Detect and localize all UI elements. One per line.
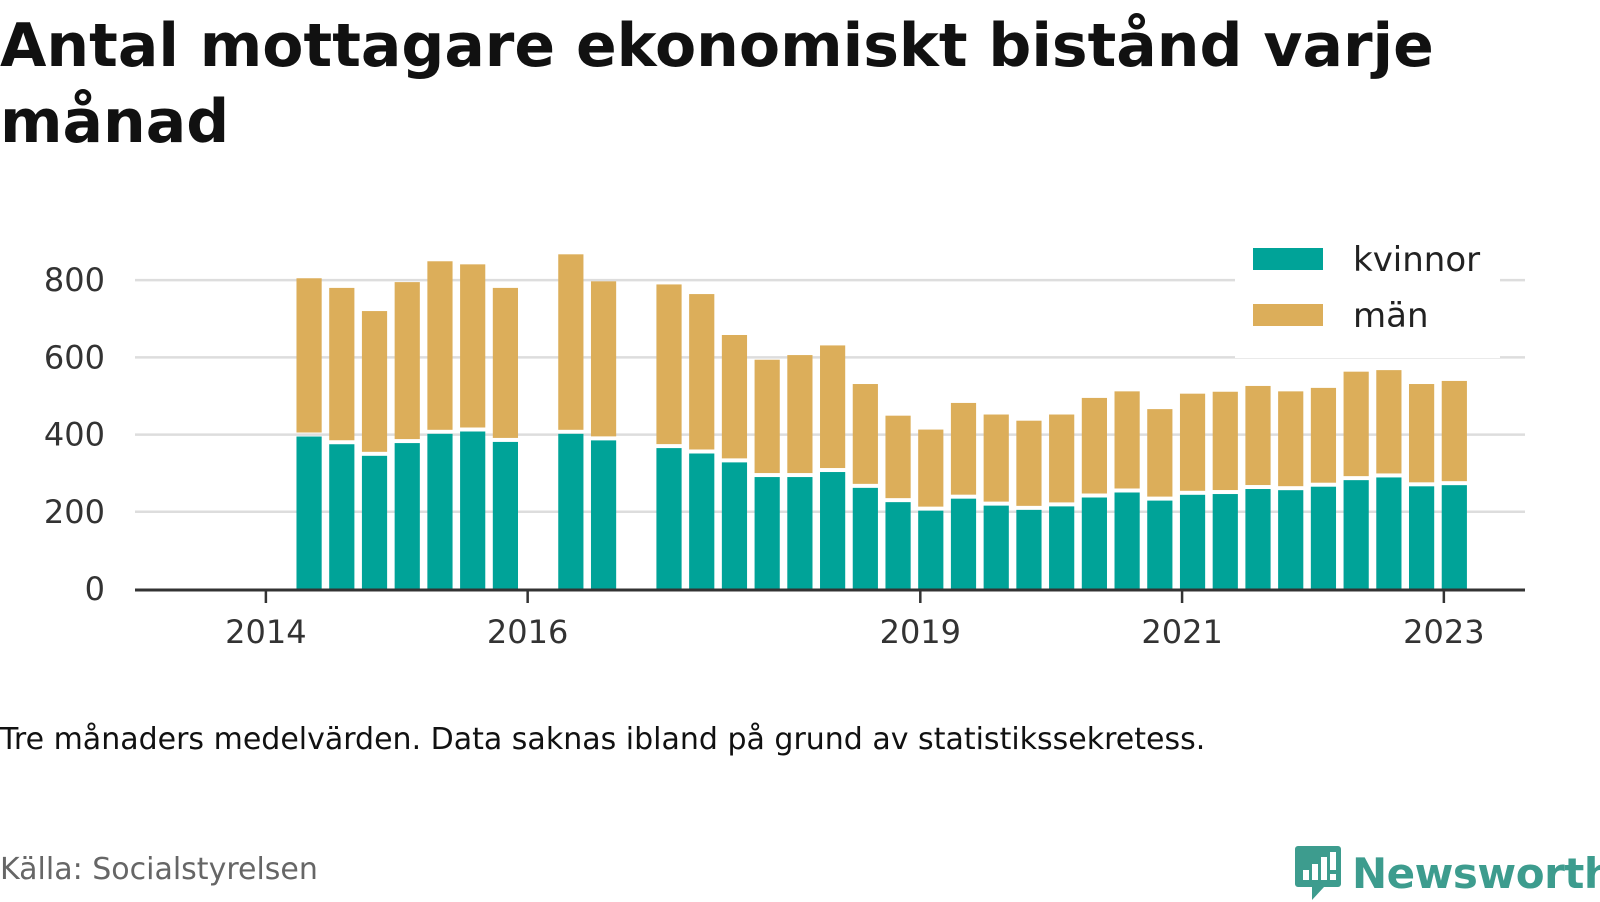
bar-man: [1081, 397, 1107, 494]
bar-kvinnor: [983, 505, 1009, 589]
bar-kvinnor: [918, 510, 944, 589]
bar-man: [1147, 409, 1173, 497]
bar-kvinnor: [1409, 486, 1435, 589]
bar-man: [1179, 393, 1206, 491]
bar-kvinnor: [852, 487, 878, 589]
bar-kvinnor: [590, 440, 617, 589]
bar-man: [1409, 384, 1435, 483]
bars: [296, 254, 1467, 589]
bar-man: [656, 284, 682, 445]
bar-man: [852, 384, 878, 484]
bar-man: [427, 261, 453, 430]
bar-kvinnor: [721, 462, 748, 589]
legend-swatch-man: [1253, 304, 1323, 326]
legend-label-kvinnor: kvinnor: [1353, 240, 1480, 280]
bar-man: [394, 282, 420, 440]
newsworthy-logo: Newsworthy: [1294, 844, 1600, 902]
bar-man: [1212, 391, 1238, 491]
bar-kvinnor: [1016, 509, 1042, 589]
x-axis: 2014 2016 2019 2021 2023: [135, 588, 1525, 651]
x-tick-label: 2014: [225, 613, 306, 651]
bar-man: [361, 311, 388, 452]
bar-man: [590, 281, 617, 437]
bar-kvinnor: [950, 498, 977, 589]
bar-man: [1278, 391, 1304, 487]
bar-man: [460, 264, 486, 428]
y-tick-label: 400: [44, 416, 105, 454]
y-tick-label: 600: [44, 338, 105, 376]
bar-kvinnor: [885, 502, 911, 589]
bar-man: [1343, 371, 1369, 477]
x-tick-label: 2016: [487, 613, 568, 651]
bar-man: [1114, 391, 1140, 489]
bar-kvinnor: [1081, 497, 1107, 589]
x-tick-label: 2019: [880, 613, 961, 651]
bar-man: [296, 278, 322, 433]
bar-kvinnor: [689, 453, 715, 589]
bar-kvinnor: [492, 441, 519, 589]
bar-kvinnor: [1343, 480, 1369, 589]
bar-kvinnor: [820, 472, 846, 589]
legend-swatch-kvinnor: [1253, 248, 1323, 270]
bar-kvinnor: [1310, 486, 1337, 589]
newsworthy-logo-icon: [1295, 846, 1341, 900]
bar-kvinnor: [460, 431, 486, 589]
bar-kvinnor: [1147, 500, 1173, 589]
bar-kvinnor: [329, 444, 355, 589]
bar-man: [983, 414, 1009, 502]
bar-kvinnor: [787, 477, 813, 589]
source-credit: Källa: Socialstyrelsen: [0, 852, 318, 887]
bar-man: [329, 287, 355, 441]
bar-man: [820, 345, 846, 469]
bar-man: [721, 334, 748, 459]
bar-man: [754, 359, 780, 474]
bar-kvinnor: [1245, 489, 1271, 589]
bar-kvinnor: [754, 477, 780, 589]
bar-man: [918, 429, 944, 507]
bar-kvinnor: [1049, 506, 1075, 589]
bar-kvinnor: [1376, 477, 1402, 589]
bar-man: [558, 254, 584, 430]
bar-kvinnor: [1441, 485, 1467, 589]
bar-kvinnor: [656, 448, 682, 589]
bar-man: [885, 415, 911, 499]
bar-kvinnor: [1114, 492, 1140, 589]
bar-man: [1049, 414, 1075, 503]
bar-man: [787, 355, 813, 474]
bar-man: [1441, 380, 1467, 482]
bar-kvinnor: [1278, 490, 1304, 589]
bar-kvinnor: [1179, 494, 1206, 589]
x-tick-label: 2021: [1141, 613, 1222, 651]
bar-kvinnor: [361, 455, 388, 589]
bar-kvinnor: [1212, 494, 1238, 589]
y-tick-label: 800: [44, 261, 105, 299]
bar-kvinnor: [296, 436, 322, 589]
bar-kvinnor: [558, 433, 584, 589]
bar-man: [689, 294, 715, 450]
bar-man: [1310, 387, 1337, 483]
y-tick-label: 200: [44, 493, 105, 531]
stacked-bar-chart: 0 200 400 600 800 2014 2016 2019 2021 2023 kvinn…: [44, 236, 1525, 651]
y-axis: 0 200 400 600 800: [44, 261, 105, 608]
bar-kvinnor: [427, 433, 453, 589]
legend: kvinnor män: [1235, 236, 1500, 358]
bar-man: [1376, 370, 1402, 474]
chart-title: Antal mottagare ekonomiskt bistånd varje…: [0, 11, 1434, 157]
bar-kvinnor: [394, 443, 420, 589]
brand-name: Newsworthy: [1352, 848, 1600, 898]
chart-note: Tre månaders medelvärden. Data saknas ib…: [0, 722, 1206, 757]
legend-label-man: män: [1353, 296, 1429, 336]
y-tick-label: 0: [85, 570, 105, 608]
bar-man: [1016, 420, 1042, 506]
bar-man: [950, 402, 977, 495]
bar-man: [492, 287, 519, 438]
bar-man: [1245, 385, 1271, 486]
x-tick-label: 2023: [1403, 613, 1484, 651]
